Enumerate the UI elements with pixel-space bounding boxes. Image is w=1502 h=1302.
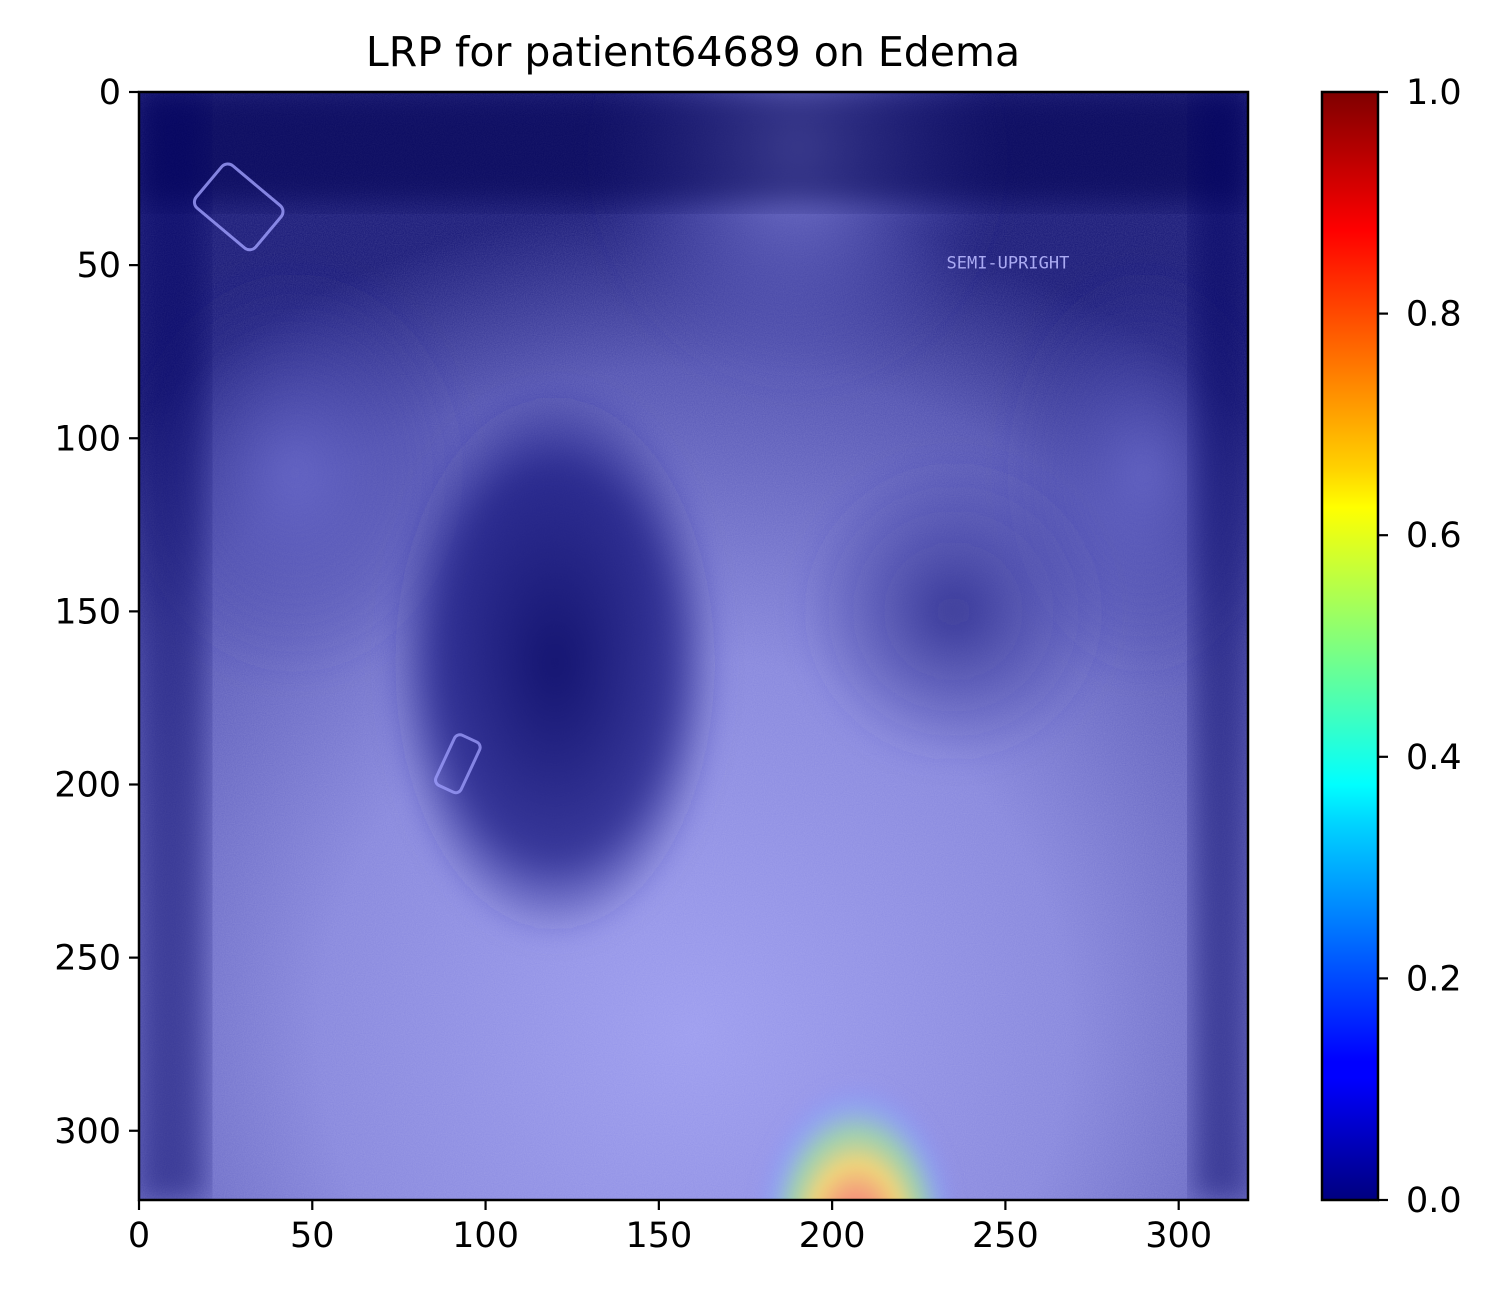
hotspot-0 [751, 1010, 962, 1200]
xray-heatmap-image: SEMI-UPRIGHT [139, 92, 1248, 1200]
colorbar-tick-label: 0.6 [1406, 516, 1462, 556]
xray-marker-topleft [192, 162, 285, 252]
y-tick-label: 150 [54, 592, 121, 632]
xray-marker-lung [434, 733, 482, 795]
chart-title: LRP for patient64689 on Edema [366, 28, 1020, 76]
y-tick-label: 50 [76, 246, 121, 286]
y-tick-label: 0 [99, 73, 121, 113]
hotspot-group [751, 1010, 962, 1200]
colorbar-tick-label: 0.2 [1406, 959, 1462, 999]
y-tick-label: 200 [54, 766, 121, 806]
x-tick-label: 150 [625, 1216, 692, 1256]
y-tick-label: 250 [54, 939, 121, 979]
x-tick-label: 300 [1145, 1216, 1212, 1256]
colorbar-tick-label: 0.0 [1406, 1181, 1462, 1221]
y-tick-label: 100 [54, 419, 121, 459]
x-tick-label: 250 [972, 1216, 1039, 1256]
x-tick-label: 0 [128, 1216, 150, 1256]
colorbar-frame [1320, 90, 1380, 1202]
colorbar [1322, 92, 1378, 1200]
colorbar-tick-label: 0.4 [1406, 738, 1462, 778]
colorbar-axis: 0.0 0.2 0.4 0.6 0.8 1.0 [1378, 73, 1462, 1221]
y-axis: 0 50 100 150 200 250 300 [54, 73, 139, 1152]
xray-annotation-text: SEMI-UPRIGHT [946, 254, 1069, 274]
y-tick-label: 300 [54, 1112, 121, 1152]
x-tick-label: 200 [799, 1216, 866, 1256]
x-tick-label: 50 [290, 1216, 335, 1256]
colorbar-tick-label: 0.8 [1406, 295, 1462, 335]
plot-frame [137, 90, 1250, 1202]
x-tick-label: 100 [452, 1216, 519, 1256]
colorbar-tick-label: 1.0 [1406, 73, 1462, 113]
x-axis: 0 50 100 150 200 250 300 [128, 1200, 1212, 1256]
